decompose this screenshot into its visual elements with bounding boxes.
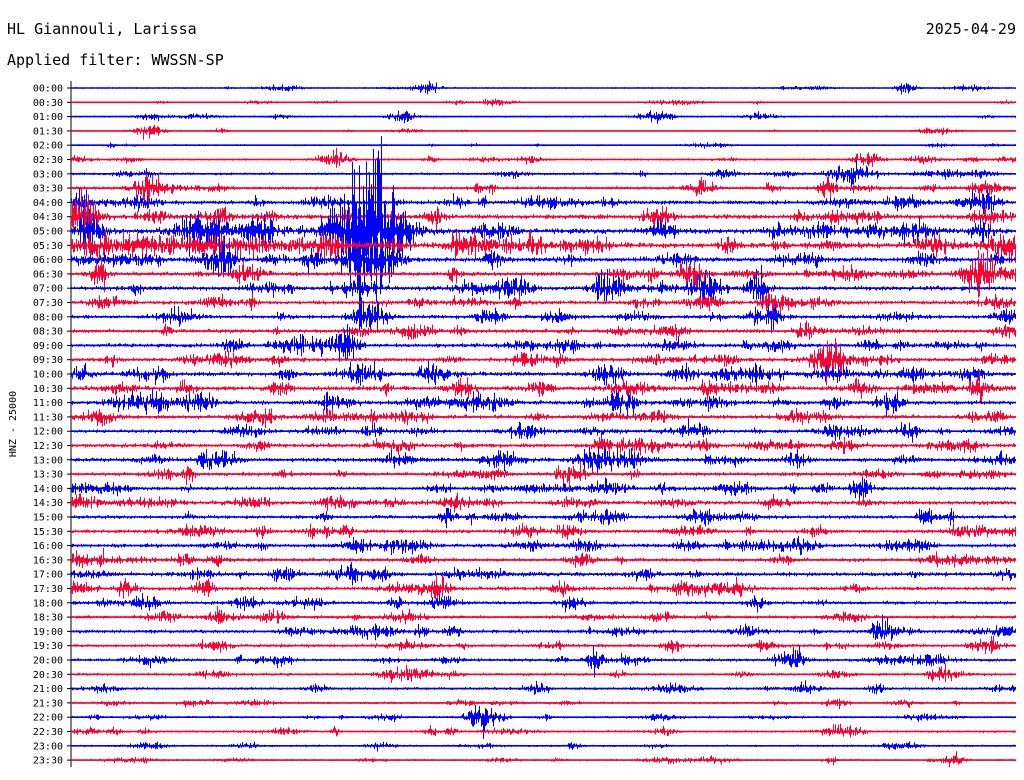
row-time-label: 02:30 bbox=[33, 155, 63, 166]
trace-row-2230 bbox=[71, 723, 1016, 738]
row-time-label: 13:30 bbox=[33, 470, 63, 481]
row-time-label: 21:30 bbox=[33, 698, 63, 709]
trace-row-2330 bbox=[71, 751, 1016, 768]
row-time-label: 17:00 bbox=[33, 570, 63, 581]
filter-label: Applied filter: WWSSN-SP bbox=[7, 51, 224, 69]
row-time-label: 21:00 bbox=[33, 684, 63, 695]
row-time-label: 07:00 bbox=[33, 284, 63, 295]
trace-row-2100 bbox=[71, 680, 1016, 695]
row-time-label: 19:00 bbox=[33, 627, 63, 638]
row-time-label: 22:30 bbox=[33, 727, 63, 738]
row-time-label: 16:30 bbox=[33, 555, 63, 566]
trace-row-2200 bbox=[71, 704, 1016, 739]
row-time-label: 15:00 bbox=[33, 513, 63, 524]
trace-row-1630 bbox=[71, 547, 1016, 569]
axis-layer bbox=[67, 81, 72, 768]
row-time-label: 15:30 bbox=[33, 527, 63, 538]
row-time-label: 12:30 bbox=[33, 441, 63, 452]
row-time-label: 05:30 bbox=[33, 241, 63, 252]
row-time-label: 09:00 bbox=[33, 341, 63, 352]
row-time-label: 23:00 bbox=[33, 741, 63, 752]
row-time-label: 17:30 bbox=[33, 584, 63, 595]
row-time-label: 14:00 bbox=[33, 484, 63, 495]
trace-row-2130 bbox=[71, 698, 1016, 710]
row-time-label: 01:30 bbox=[33, 126, 63, 137]
trace-row-1500 bbox=[71, 507, 1016, 529]
trace-row-0730 bbox=[71, 292, 1016, 317]
station-title: HL Giannouli, Larissa bbox=[7, 20, 197, 38]
row-time-label: 14:30 bbox=[33, 498, 63, 509]
row-time-label: 08:30 bbox=[33, 327, 63, 338]
trace-row-0130 bbox=[71, 124, 1016, 140]
row-time-label: 05:00 bbox=[33, 227, 63, 238]
row-time-label: 08:00 bbox=[33, 312, 63, 323]
row-time-label: 06:30 bbox=[33, 269, 63, 280]
row-time-label: 02:00 bbox=[33, 141, 63, 152]
trace-row-1730 bbox=[71, 574, 1016, 600]
trace-row-0230 bbox=[71, 147, 1016, 168]
row-time-label: 22:00 bbox=[33, 713, 63, 724]
row-time-label: 09:30 bbox=[33, 355, 63, 366]
row-time-label: 07:30 bbox=[33, 298, 63, 309]
row-time-label: 06:00 bbox=[33, 255, 63, 266]
row-time-label: 04:00 bbox=[33, 198, 63, 209]
row-time-label: 00:30 bbox=[33, 98, 63, 109]
row-time-label: 18:30 bbox=[33, 613, 63, 624]
row-time-label: 20:00 bbox=[33, 656, 63, 667]
row-time-label: 01:00 bbox=[33, 112, 63, 123]
row-time-label: 19:30 bbox=[33, 641, 63, 652]
y-axis-label: HNZ - 25000 bbox=[8, 391, 19, 457]
row-time-label: 11:00 bbox=[33, 398, 63, 409]
row-time-label: 04:30 bbox=[33, 212, 63, 223]
labels-layer: 00:00 00:30 01:00 01:30 02:00 02:30 03:00 03:30… bbox=[33, 84, 63, 767]
row-time-label: 13:00 bbox=[33, 455, 63, 466]
traces-layer bbox=[71, 80, 1016, 768]
row-time-label: 11:30 bbox=[33, 412, 63, 423]
trace-row-2030 bbox=[71, 663, 1016, 683]
row-time-label: 20:30 bbox=[33, 670, 63, 681]
row-time-label: 10:30 bbox=[33, 384, 63, 395]
row-time-label: 16:00 bbox=[33, 541, 63, 552]
row-time-label: 00:00 bbox=[33, 84, 63, 95]
row-time-label: 12:00 bbox=[33, 427, 63, 438]
row-time-label: 18:00 bbox=[33, 598, 63, 609]
row-time-label: 23:30 bbox=[33, 756, 63, 767]
row-time-label: 10:00 bbox=[33, 370, 63, 381]
trace-row-1130 bbox=[71, 407, 1016, 429]
trace-row-1830 bbox=[71, 605, 1016, 625]
row-time-label: 03:00 bbox=[33, 169, 63, 180]
date-label: 2025-04-29 bbox=[925, 20, 1016, 38]
row-time-label: 03:30 bbox=[33, 184, 63, 195]
